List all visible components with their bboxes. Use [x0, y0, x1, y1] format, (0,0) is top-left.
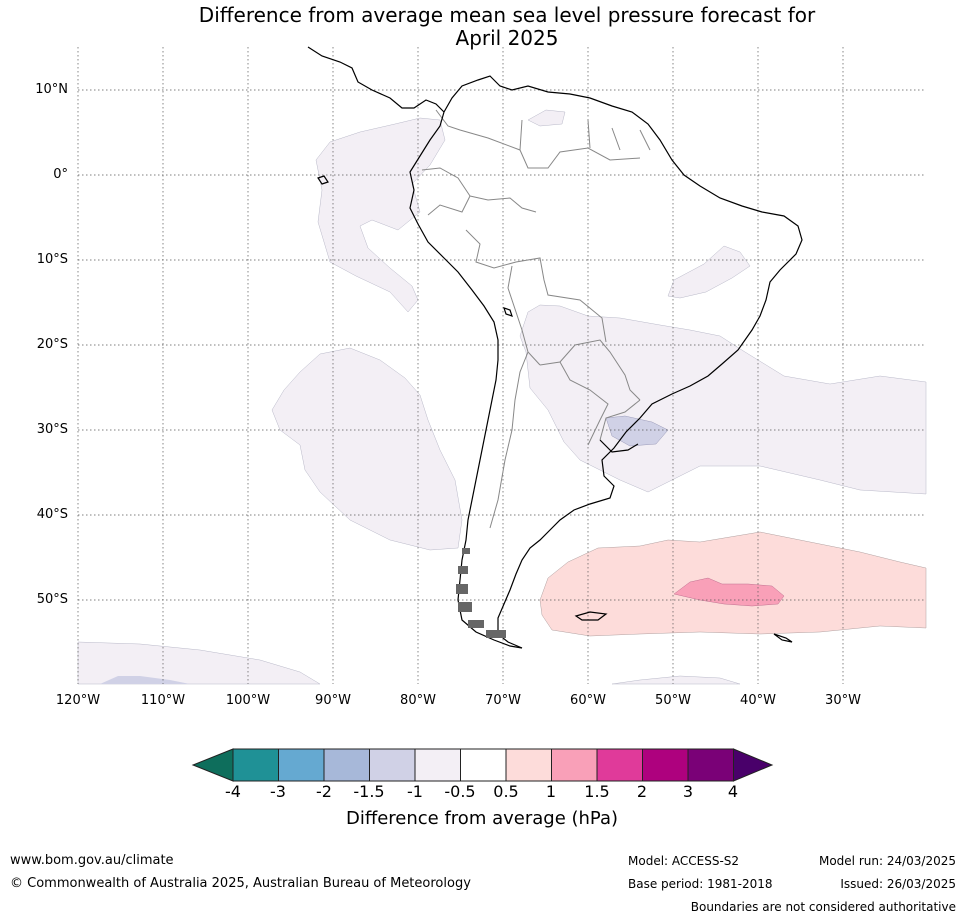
footer-model: Model: ACCESS-S2 [628, 854, 740, 868]
colorbar-tick-label: -4 [225, 782, 241, 801]
lon-label-50w: 50°W [655, 693, 691, 708]
map-title-line1: Difference from average mean sea level p… [198, 3, 816, 27]
lon-label-80w: 80°W [400, 693, 436, 708]
anomaly-region-north-brazil [667, 245, 751, 299]
anomaly-region-south-atlantic-core [673, 577, 785, 607]
coastline-north-south-america [443, 75, 803, 649]
anomaly-region-southeast-pacific [271, 347, 463, 551]
colorbar-tick-label: 2 [636, 782, 648, 801]
colorbar-tick-label: -1.5 [353, 782, 385, 801]
footer-issued: Issued: 26/03/2025 [840, 877, 956, 891]
lat-label-50s: 50°S [36, 592, 68, 607]
coastline-galapagos [317, 175, 329, 185]
coastline-river-plate [599, 439, 639, 453]
lon-label-70w: 70°W [485, 693, 521, 708]
footer-base-period: Base period: 1981-2018 [628, 877, 773, 891]
colorbar-tick-label: -3 [270, 782, 286, 801]
colorbar-tick-label: 4 [727, 782, 739, 801]
lat-label-20s: 20°S [36, 337, 68, 352]
lon-label-60w: 60°W [570, 693, 606, 708]
colorbar-tick-label: 3 [682, 782, 694, 801]
coastline-south-georgia [773, 633, 793, 643]
lat-label-10n: 10°N [35, 82, 68, 97]
footer-website: www.bom.gov.au/climate [10, 853, 174, 868]
colorbar-title: Difference from average (hPa) [345, 808, 619, 829]
colorbar-tick-label: -2 [316, 782, 332, 801]
colorbar-tick-label: -0.5 [444, 782, 476, 801]
lon-label-90w: 90°W [315, 693, 351, 708]
lat-label-10s: 10°S [36, 252, 68, 267]
anomaly-region-north-caribbean [527, 109, 566, 127]
country-borders [421, 109, 651, 529]
graticule [77, 47, 926, 684]
lake-titicaca [503, 307, 513, 317]
colorbar-tick-label: -1 [407, 782, 423, 801]
footer-model-run: Model run: 24/03/2025 [818, 854, 956, 868]
coastline-falklands [574, 611, 608, 621]
map-title: Difference from average mean sea level p… [0, 4, 965, 50]
footer-copyright: © Commonwealth of Australia 2025, Austra… [10, 876, 471, 891]
lon-label-120w: 120°W [55, 693, 101, 708]
lat-label-30s: 30°S [36, 422, 68, 437]
chile-archipelago [456, 548, 506, 638]
anomaly-region-south-atlantic-bottom [611, 675, 741, 685]
colorbar-tick-label: 0.5 [493, 782, 519, 801]
lat-label-0: 0° [53, 167, 68, 182]
footer-disclaimer: Boundaries are not considered authoritat… [690, 900, 956, 914]
coastline-central-america [307, 46, 445, 113]
lon-label-30w: 30°W [825, 693, 861, 708]
colorbar-tick-label: 1.5 [584, 782, 610, 801]
anomaly-region-brazil-atlantic [519, 304, 927, 495]
anomaly-region-south-pacific-south-core [100, 676, 190, 684]
lon-label-100w: 100°W [225, 693, 271, 708]
lon-label-110w: 110°W [140, 693, 186, 708]
colorbar-tick-label: 1 [545, 782, 557, 801]
lat-label-40s: 40°S [36, 507, 68, 522]
lon-label-40w: 40°W [740, 693, 776, 708]
map-title-line2: April 2025 [455, 26, 559, 50]
